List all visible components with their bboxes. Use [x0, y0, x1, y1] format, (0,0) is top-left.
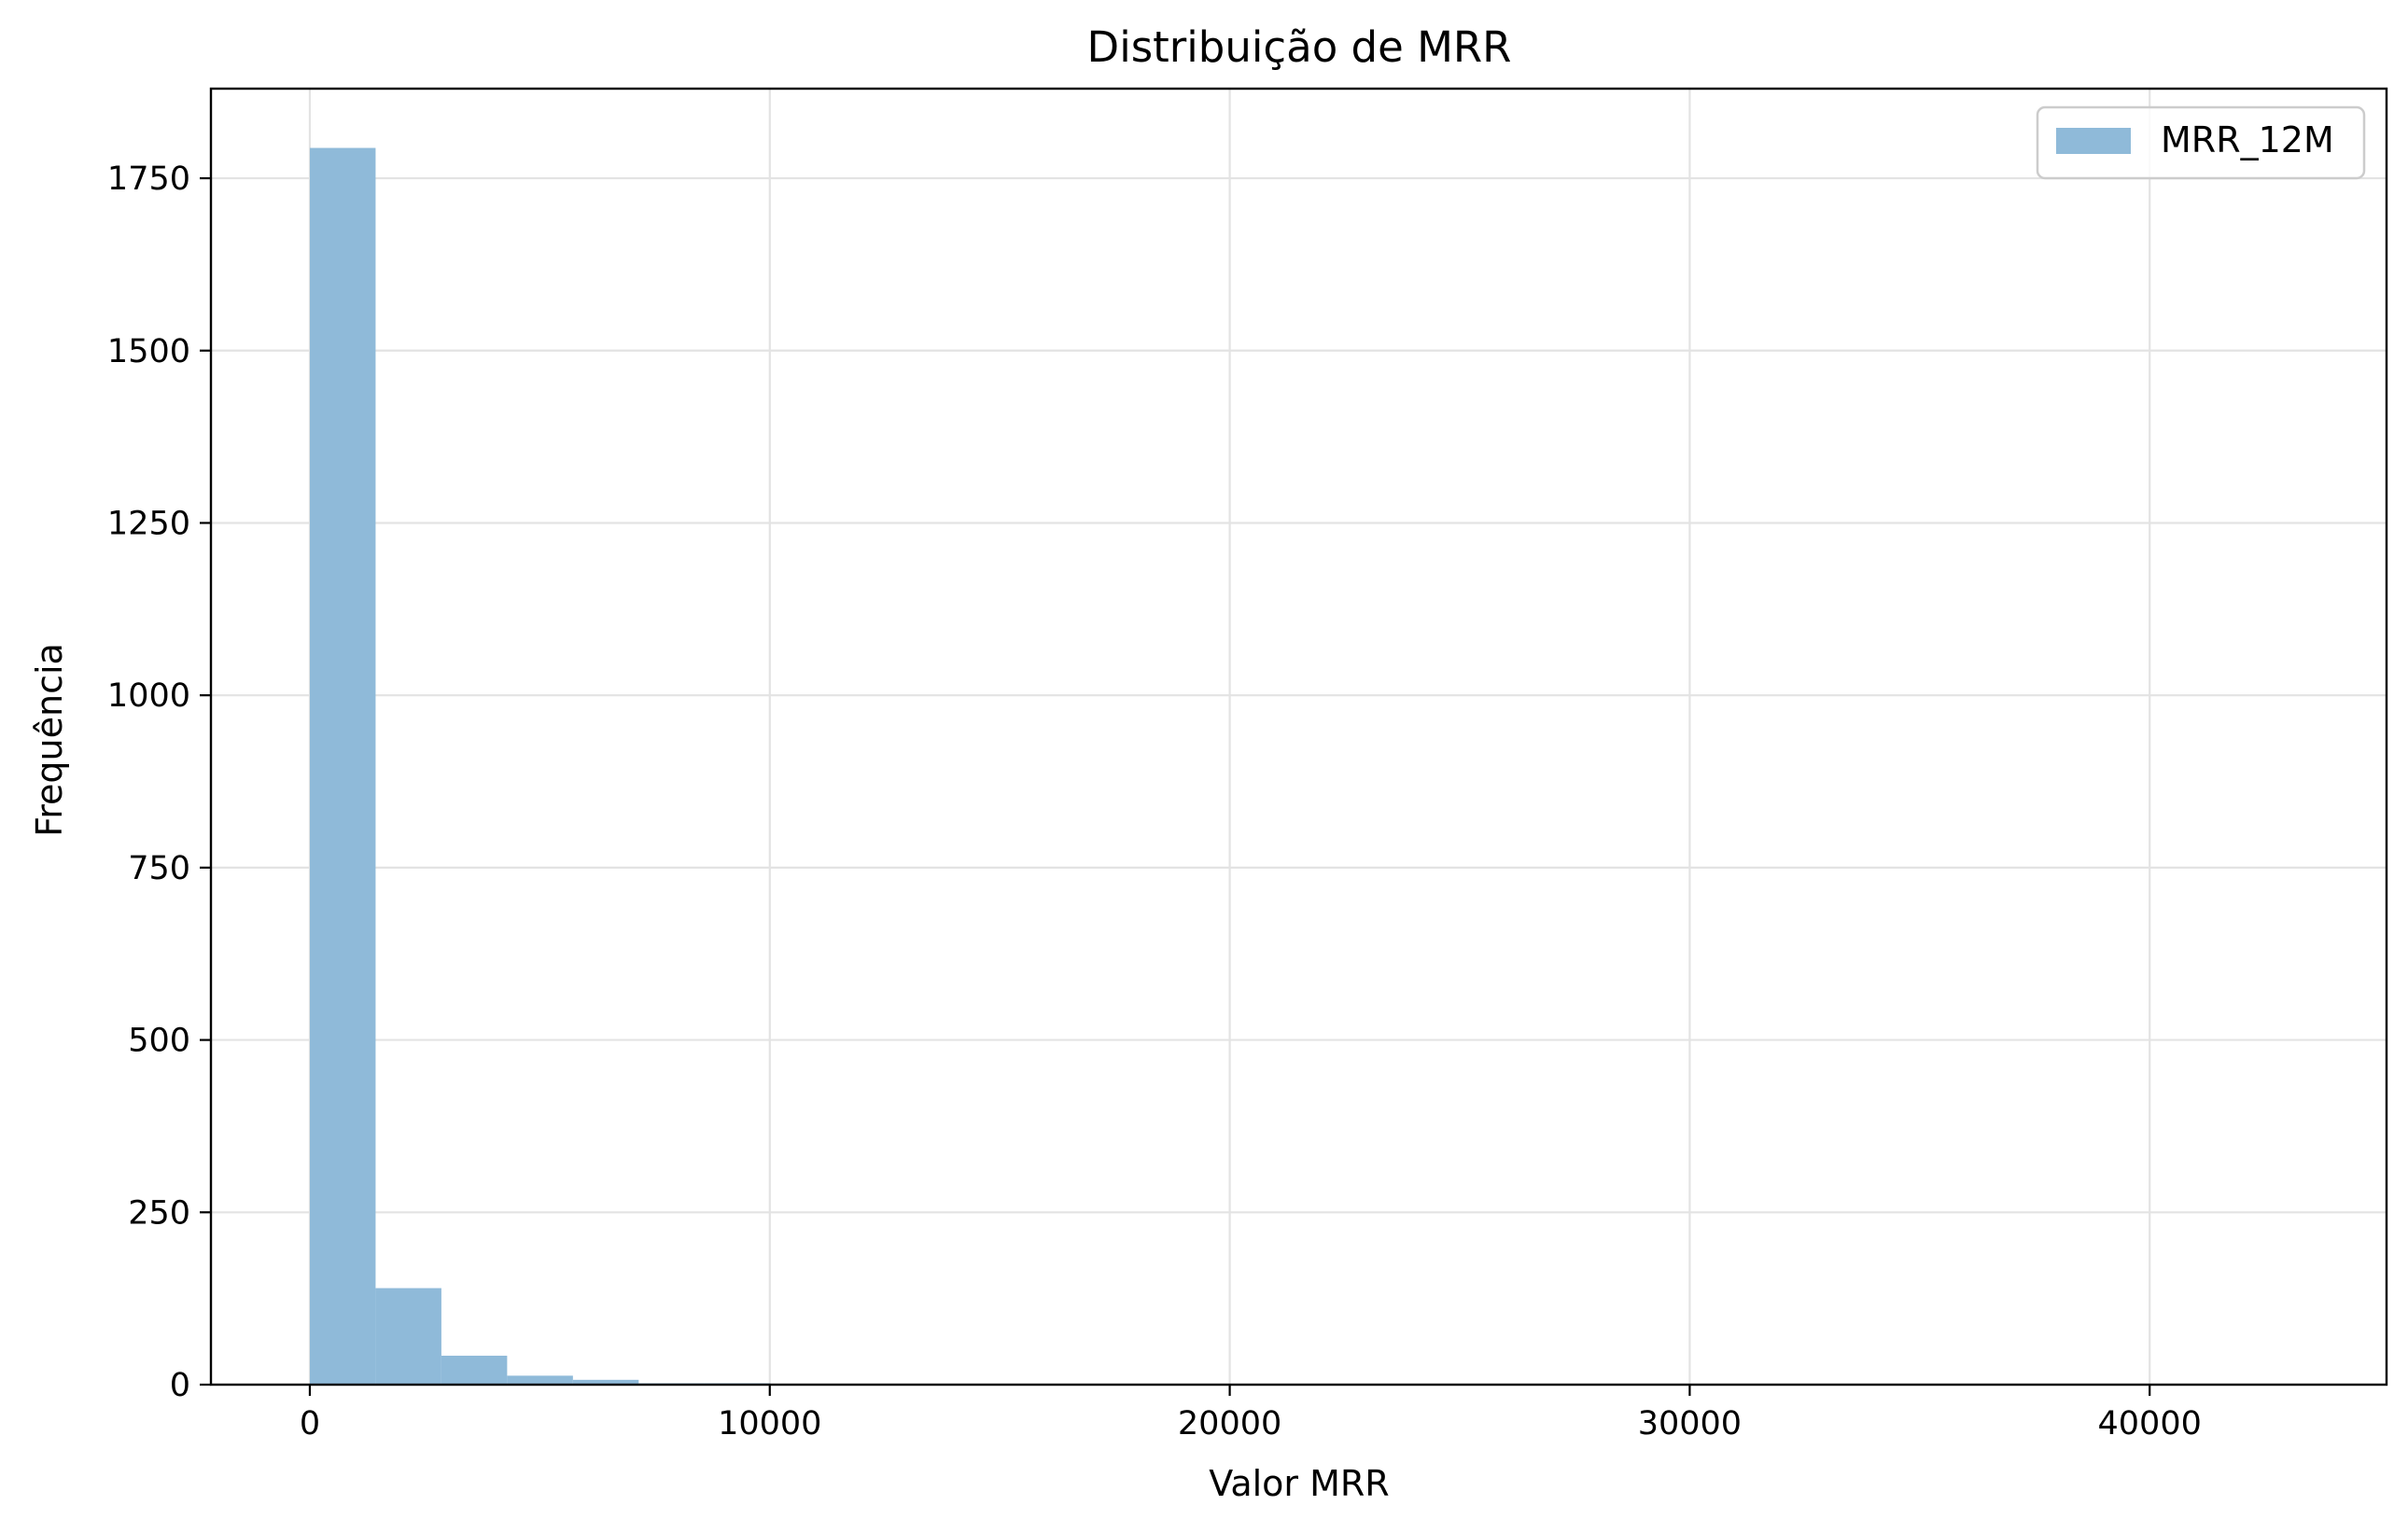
x-tick-label-0: 0 — [300, 1405, 320, 1442]
y-tick-label-1000: 1000 — [107, 677, 190, 715]
x-axis-label: Valor MRR — [1209, 1463, 1389, 1504]
y-axis-label: Frequência — [29, 643, 70, 837]
histogram-bar-1 — [375, 1288, 441, 1385]
x-tick-label-40000: 40000 — [2098, 1405, 2202, 1442]
y-tick-label-1250: 1250 — [107, 505, 190, 542]
x-tick-label-20000: 20000 — [1178, 1405, 1281, 1442]
y-tick-label-1500: 1500 — [107, 333, 190, 370]
y-tick-label-0: 0 — [170, 1367, 190, 1404]
y-tick-label-1750: 1750 — [107, 160, 190, 198]
histogram-bar-0 — [309, 147, 376, 1386]
y-axis-ticks: 0 250 500 750 1000 1250 1500 1750 — [107, 160, 211, 1404]
histogram-bars — [309, 147, 2284, 1386]
chart-title: Distribuição de MRR — [1087, 22, 1512, 72]
y-tick-label-250: 250 — [128, 1194, 190, 1232]
histogram-bar-2 — [441, 1355, 508, 1385]
x-axis-ticks: 0 10000 20000 30000 40000 — [300, 1385, 2202, 1442]
legend: MRR_12M — [2036, 105, 2366, 180]
plot-frame — [209, 87, 2388, 1387]
legend-label-mrr-12m: MRR_12M — [2161, 119, 2334, 160]
legend-frame — [2036, 105, 2366, 180]
histogram-bar-4 — [572, 1379, 639, 1385]
x-tick-label-30000: 30000 — [1638, 1405, 1742, 1442]
histogram-bar-3 — [507, 1375, 573, 1385]
y-tick-label-750: 750 — [128, 850, 190, 887]
y-tick-label-500: 500 — [128, 1023, 190, 1060]
grid-lines — [211, 89, 2387, 1387]
x-tick-label-10000: 10000 — [718, 1405, 821, 1442]
legend-swatch — [2056, 128, 2131, 154]
